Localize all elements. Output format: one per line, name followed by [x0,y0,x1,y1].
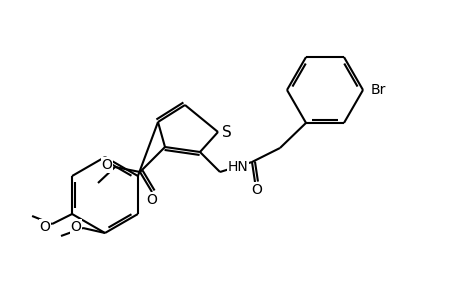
Text: Br: Br [370,83,386,97]
Text: O: O [146,193,157,207]
Text: HN: HN [228,160,248,174]
Text: O: O [39,220,50,234]
Text: O: O [251,183,262,197]
Text: O: O [70,220,81,234]
Text: O: O [101,158,112,172]
Text: S: S [222,124,231,140]
